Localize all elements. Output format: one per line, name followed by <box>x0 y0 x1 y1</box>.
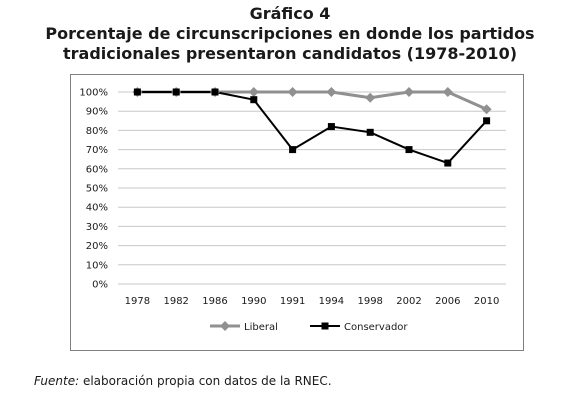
legend-label-conservador: Conservador <box>344 322 408 333</box>
source-text: elaboración propia con datos de la RNEC. <box>79 374 332 388</box>
series-line-conservador <box>137 91 488 165</box>
data-point-conservador <box>289 146 297 154</box>
source-label: Fuente: <box>34 374 80 388</box>
data-point-conservador <box>250 96 258 104</box>
chart-title-line-1: Porcentaje de circunscripciones en donde… <box>45 24 535 43</box>
data-point-liberal <box>481 104 492 115</box>
chart-title-block: Gráfico 4 Porcentaje de circunscripcione… <box>0 4 580 64</box>
y-tick-label: 40% <box>86 203 108 214</box>
data-point-conservador <box>211 88 219 96</box>
chart-frame <box>70 74 524 351</box>
chart-title-line-2: tradicionales presentaron candidatos (19… <box>62 44 518 63</box>
y-tick-label: 80% <box>86 126 108 137</box>
data-point-liberal <box>326 87 337 97</box>
data-point-conservador <box>133 88 141 96</box>
legend-marker-liberal <box>220 321 230 331</box>
y-tick-label: 70% <box>86 145 108 156</box>
x-tick-label: 1990 <box>241 296 266 307</box>
x-tick-label: 1998 <box>357 296 382 307</box>
x-tick-label: 2002 <box>396 296 421 307</box>
x-tick-label: 1982 <box>163 296 188 307</box>
x-tick-label: 2006 <box>435 296 460 307</box>
y-tick-label: 90% <box>86 107 108 118</box>
data-point-conservador <box>366 128 374 136</box>
data-point-conservador <box>444 159 452 167</box>
data-point-conservador <box>172 88 180 96</box>
y-tick-label: 100% <box>79 88 108 99</box>
y-tick-label: 60% <box>86 164 108 175</box>
data-point-liberal <box>365 92 376 103</box>
y-tick-label: 30% <box>86 222 108 233</box>
y-tick-label: 20% <box>86 241 108 252</box>
x-tick-label: 1978 <box>125 296 150 307</box>
data-point-conservador <box>405 146 413 154</box>
data-point-liberal <box>248 87 259 97</box>
source-note: Fuente: elaboración propia con datos de … <box>34 374 332 388</box>
y-tick-label: 0% <box>92 280 108 291</box>
y-tick-label: 50% <box>86 184 108 195</box>
x-tick-label: 2010 <box>474 296 499 307</box>
legend-label-liberal: Liberal <box>244 322 278 333</box>
data-point-liberal <box>442 87 453 97</box>
x-tick-label: 1994 <box>319 296 344 307</box>
x-tick-label: 1986 <box>202 296 227 307</box>
y-tick-label: 10% <box>86 260 108 271</box>
data-point-conservador <box>327 123 335 131</box>
x-tick-label: 1991 <box>280 296 305 307</box>
legend-marker-conservador <box>321 322 329 330</box>
data-point-liberal <box>287 87 298 97</box>
chart-kicker: Gráfico 4 <box>249 4 331 23</box>
data-point-liberal <box>404 87 414 97</box>
data-point-conservador <box>483 117 491 125</box>
series-line-liberal <box>137 90 488 111</box>
